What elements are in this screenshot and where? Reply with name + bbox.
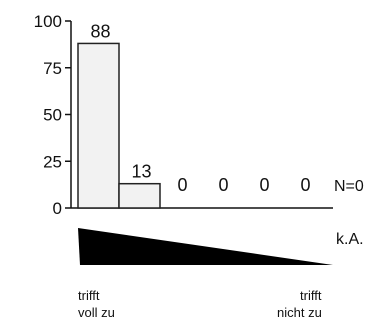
y-tick-label: 75 — [43, 59, 62, 78]
data-label: 88 — [90, 21, 110, 41]
scale-right-label-line1: trifft — [300, 288, 322, 303]
n-label: N=0 — [334, 178, 364, 195]
bar — [77, 42, 120, 209]
y-tick-label: 50 — [43, 106, 62, 125]
data-label: 0 — [300, 175, 310, 195]
y-tick-label: 100 — [34, 12, 62, 31]
scale-right-label-line2: nicht zu — [277, 305, 322, 320]
scale-left-label-line2: voll zu — [78, 305, 115, 320]
data-label: 0 — [177, 175, 187, 195]
data-label: 13 — [131, 162, 151, 182]
scale-left-label-line1: trifft — [78, 288, 100, 303]
y-axis: 0 25 50 75 100 — [34, 12, 72, 218]
data-label: 0 — [259, 175, 269, 195]
bar — [118, 182, 161, 209]
y-tick-label: 0 — [53, 199, 62, 218]
data-label: 0 — [218, 175, 228, 195]
y-tick-label: 25 — [43, 152, 62, 171]
scale-wedge — [78, 228, 333, 265]
bars — [71, 42, 333, 209]
ka-label: k.A. — [336, 231, 364, 248]
data-labels: 88 13 0 0 0 0 — [90, 21, 310, 195]
